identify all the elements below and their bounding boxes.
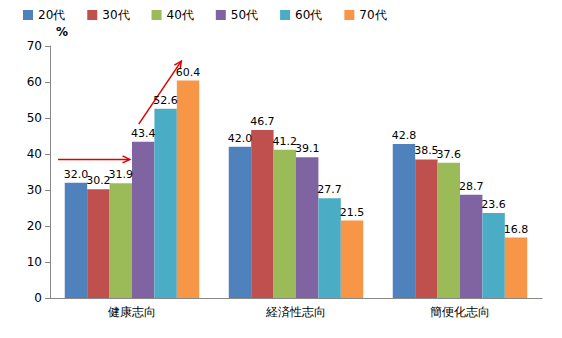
svg-text:32.0: 32.0	[64, 168, 89, 181]
svg-text:23.6: 23.6	[481, 198, 506, 211]
svg-text:20代: 20代	[38, 8, 65, 22]
svg-text:60: 60	[27, 75, 42, 89]
svg-text:10: 10	[27, 255, 42, 269]
svg-text:46.7: 46.7	[250, 115, 275, 128]
svg-text:43.4: 43.4	[131, 127, 156, 140]
svg-text:28.7: 28.7	[459, 180, 484, 193]
svg-text:40: 40	[27, 147, 42, 161]
svg-text:30: 30	[27, 183, 42, 197]
svg-text:30代: 30代	[102, 8, 129, 22]
svg-text:52.6: 52.6	[153, 94, 178, 107]
svg-text:21.5: 21.5	[340, 206, 365, 219]
svg-text:27.7: 27.7	[317, 183, 342, 196]
svg-text:70: 70	[27, 39, 42, 53]
svg-text:31.9: 31.9	[109, 168, 134, 181]
svg-text:50代: 50代	[231, 8, 258, 22]
svg-text:50: 50	[27, 111, 42, 125]
svg-text:0: 0	[34, 291, 42, 305]
svg-text:40代: 40代	[167, 8, 194, 22]
svg-text:70代: 70代	[359, 8, 386, 22]
svg-text:簡便化志向: 簡便化志向	[430, 305, 490, 319]
svg-text:健康志向: 健康志向	[108, 305, 156, 319]
svg-text:41.2: 41.2	[273, 135, 298, 148]
svg-text:39.1: 39.1	[295, 142, 320, 155]
svg-text:38.5: 38.5	[414, 144, 439, 157]
svg-text:60.4: 60.4	[176, 66, 201, 79]
svg-text:42.0: 42.0	[228, 132, 253, 145]
svg-text:20: 20	[27, 219, 42, 233]
svg-text:16.8: 16.8	[504, 223, 529, 236]
svg-text:37.6: 37.6	[437, 148, 462, 161]
svg-text:経済性志向: 経済性志向	[265, 305, 326, 319]
svg-text:60代: 60代	[295, 8, 322, 22]
svg-text:42.8: 42.8	[392, 129, 417, 142]
svg-text:%: %	[56, 25, 68, 39]
svg-text:30.2: 30.2	[86, 174, 111, 187]
